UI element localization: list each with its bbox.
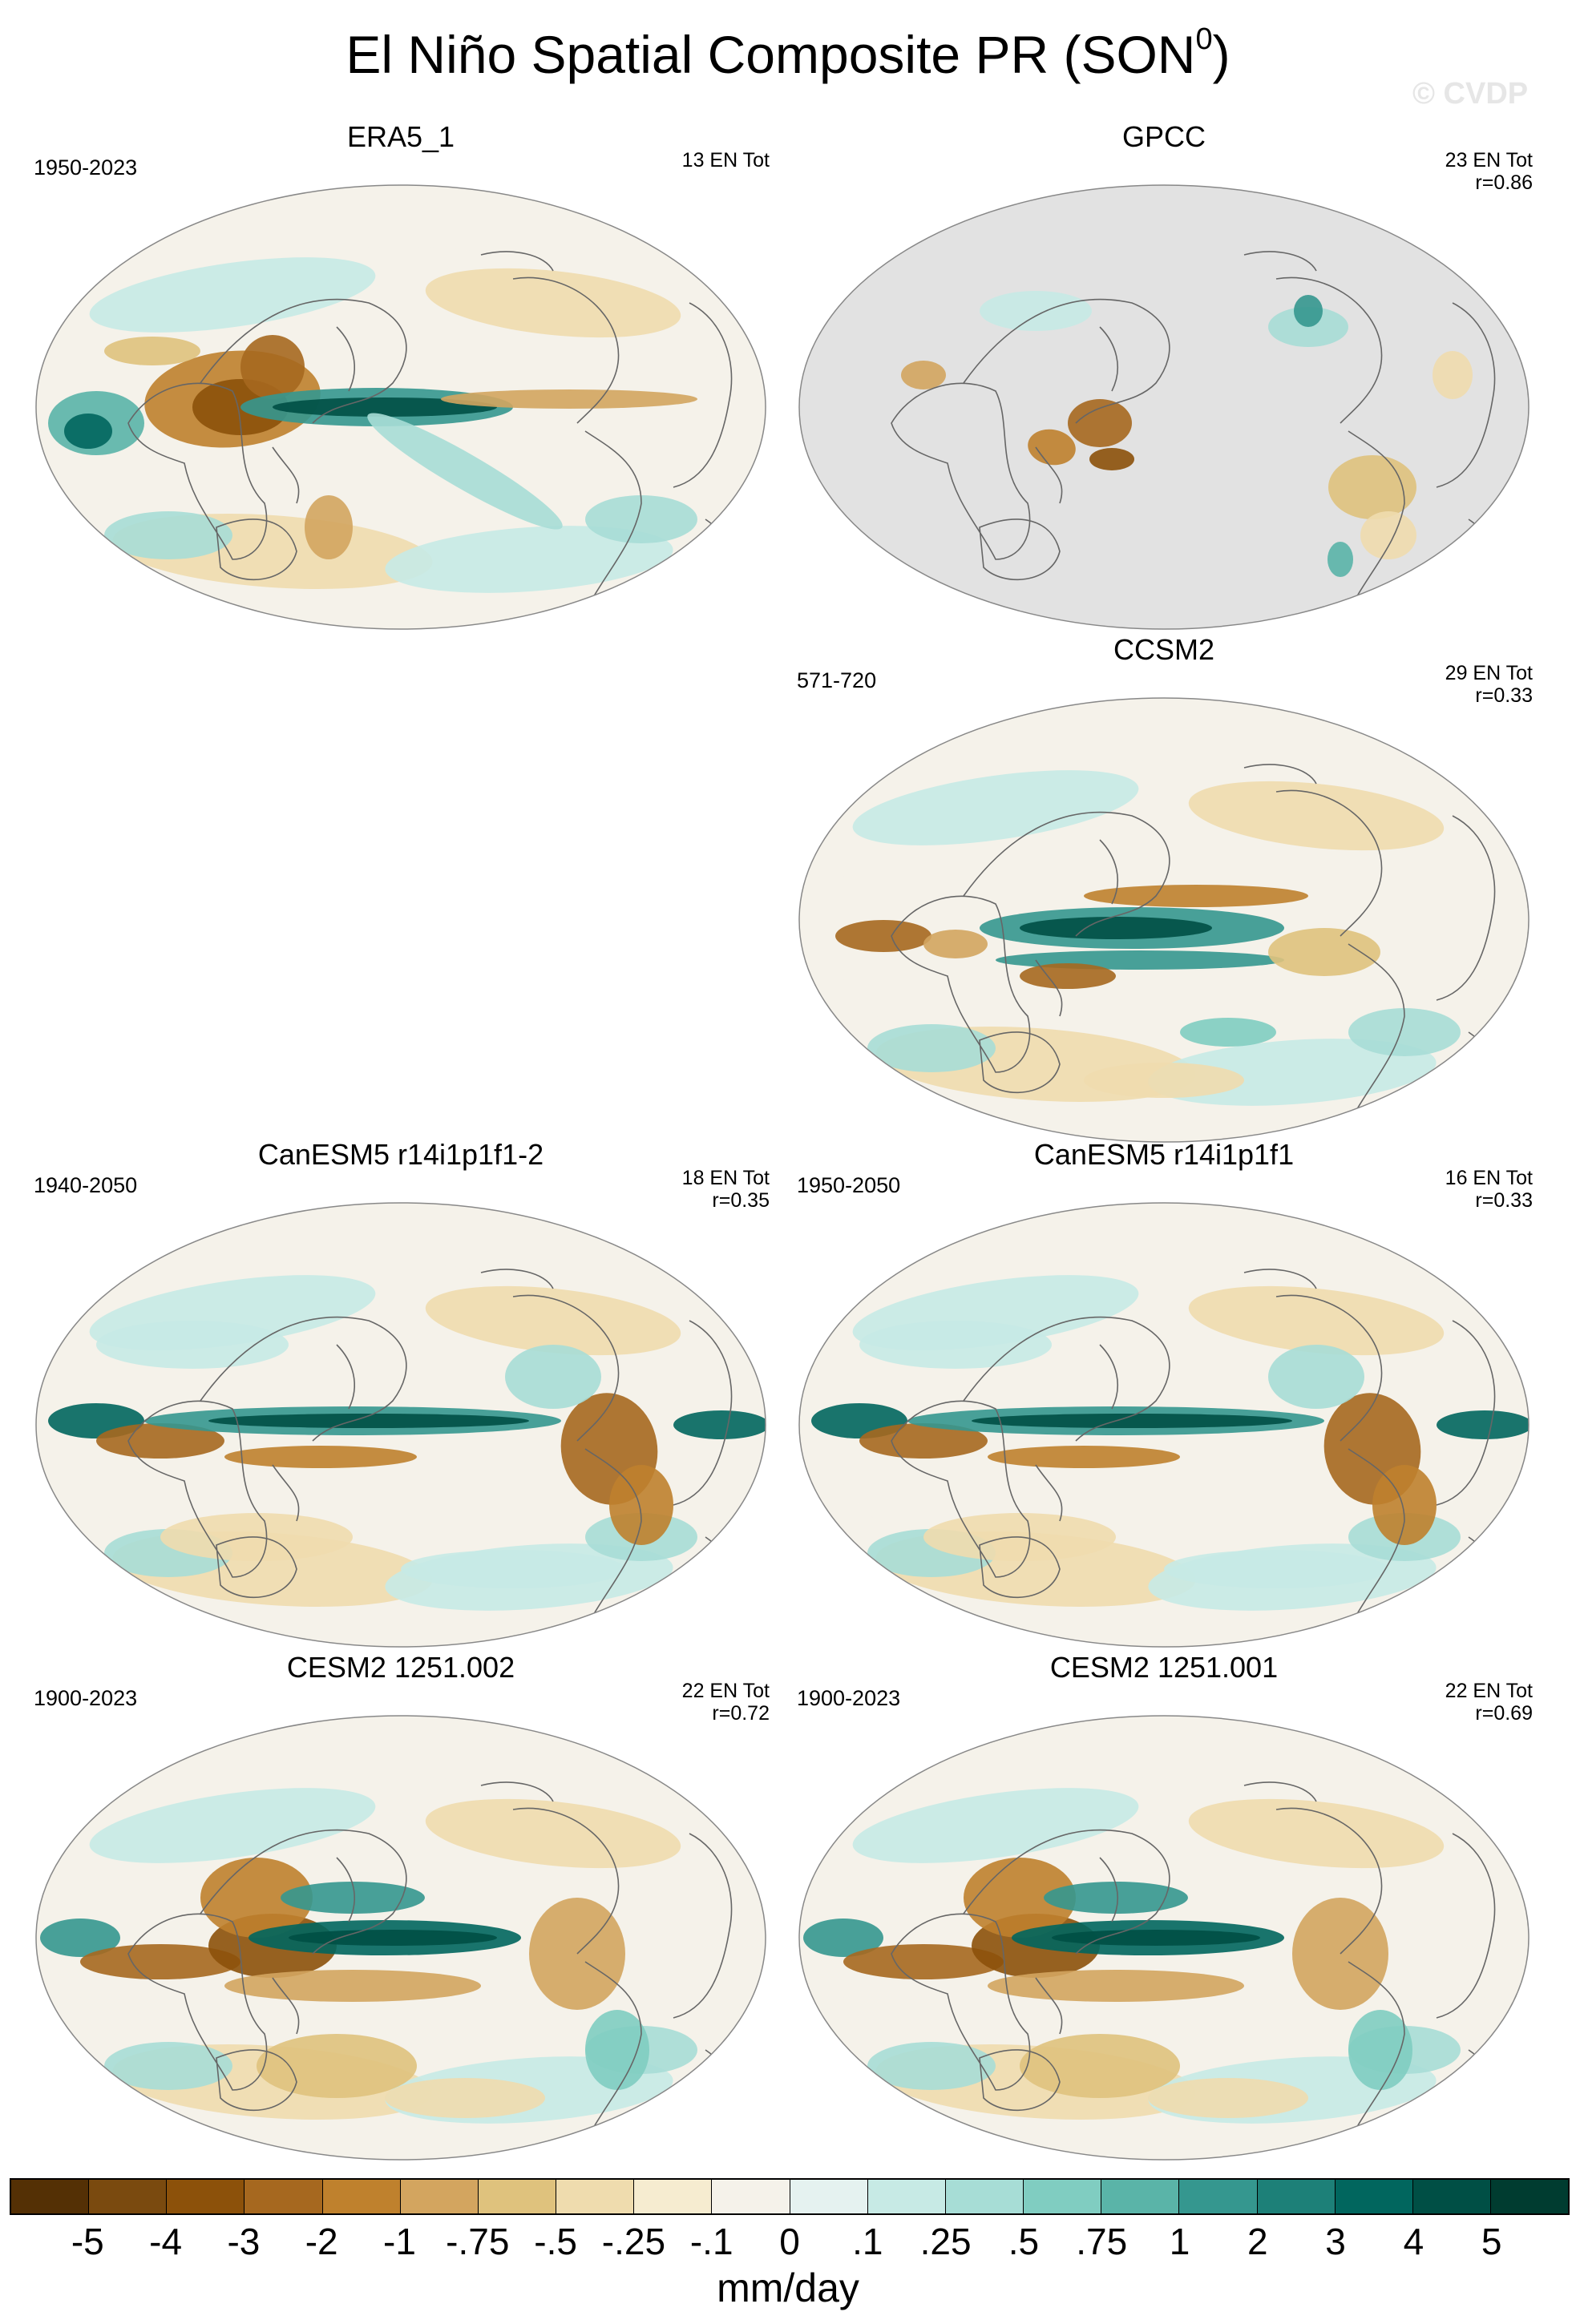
panel-stats: 16 EN Tot r=0.33 [1372, 1167, 1533, 1212]
panel-years: 1900-2023 [34, 1686, 138, 1710]
colorbar-box [1490, 2180, 1569, 2213]
colorbar-tick-label: .25 [919, 2221, 972, 2262]
colorbar-box [89, 2180, 168, 2213]
map-panel-p3: CCSM2 571-720 29 EN Tot r=0.33 [795, 633, 1533, 1146]
colorbar-tick-label: 2 [1247, 2221, 1268, 2262]
colorbar-box [11, 2180, 90, 2213]
panel-stat-line: 22 EN Tot [1445, 1680, 1533, 1702]
panel-stats: 22 EN Tot r=0.69 [1372, 1680, 1533, 1725]
panel-title: CESM2 1251.002 [286, 1651, 515, 1684]
panel-stat-line: 23 EN Tot [1445, 149, 1533, 171]
colorbar-tick-label: .75 [1076, 2221, 1128, 2262]
panel-map [35, 1202, 766, 1648]
panel-years: 571-720 [797, 668, 877, 692]
colorbar-tick-label: -5 [71, 2221, 104, 2262]
panel-stat-line: 13 EN Tot [681, 149, 770, 171]
panel-years: 1900-2023 [797, 1686, 901, 1710]
colorbar [10, 2178, 1570, 2215]
colorbar-tick-label: 0 [779, 2221, 800, 2262]
colorbar-box [322, 2180, 401, 2213]
panel-title: CanESM5 r14i1p1f1-2 [257, 1138, 544, 1171]
map-panel-p1: ERA5_1 1950-2023 13 EN Tot [32, 120, 770, 633]
panel-years: 1940-2050 [34, 1173, 138, 1197]
panel-map [35, 1715, 766, 2161]
panel-stat-line: r=0.69 [1475, 1702, 1533, 1725]
panel-map [798, 1715, 1530, 2161]
panel-stat-line: r=0.72 [712, 1702, 770, 1725]
colorbar-tick-label: -.5 [534, 2221, 577, 2262]
map-panel-p6: CESM2 1251.002 1900-2023 22 EN Tot r=0.72 [32, 1651, 770, 2164]
panel-stats: 13 EN Tot [609, 149, 770, 171]
panel-title: GPCC [1121, 120, 1206, 153]
panel-stat-line: r=0.33 [1475, 1189, 1533, 1212]
colorbar-box [1412, 2180, 1491, 2213]
colorbar-boxes [10, 2178, 1570, 2215]
colorbar-box [556, 2180, 635, 2213]
colorbar-box [867, 2180, 946, 2213]
panel-title: CanESM5 r14i1p1f1 [1033, 1138, 1295, 1171]
panel-stat-line: r=0.86 [1475, 171, 1533, 194]
panel-stat-line: r=0.33 [1475, 684, 1533, 707]
panel-stat-line: 16 EN Tot [1445, 1167, 1533, 1189]
colorbar-box [790, 2180, 868, 2213]
colorbar-box [167, 2180, 245, 2213]
map-panel-p2: GPCC 23 EN Tot r=0.86 [795, 120, 1533, 633]
panel-title: CESM2 1251.001 [1049, 1651, 1279, 1684]
colorbar-tick-label: 3 [1325, 2221, 1346, 2262]
colorbar-units: mm/day [717, 2265, 859, 2310]
panel-title: ERA5_1 [346, 120, 455, 153]
panel-stats: 18 EN Tot r=0.35 [609, 1167, 770, 1212]
colorbar-box [945, 2180, 1024, 2213]
figure-title: El Niño Spatial Composite PR (SON0) [346, 22, 1230, 84]
colorbar-tick-label: 1 [1169, 2221, 1190, 2262]
colorbar-box [712, 2180, 790, 2213]
panel-stat-line: r=0.35 [712, 1189, 770, 1212]
colorbar-box [1257, 2180, 1336, 2213]
colorbar-tick-label: -4 [149, 2221, 183, 2262]
colorbar-ticks: -5 -4 -3 -2 -1 -.75 -.5 -.25 -.1 0 .1 .25 .5 .75 1 2 3 4 5 [10, 2220, 1570, 2268]
map-panel-p5: CanESM5 r14i1p1f1 1950-2050 16 EN Tot r=0.3… [795, 1138, 1533, 1651]
colorbar-tick-label: -3 [227, 2221, 261, 2262]
colorbar-box [1024, 2180, 1102, 2213]
panel-stat-line: 18 EN Tot [681, 1167, 770, 1189]
cvdp-watermark: © CVDP [1412, 77, 1529, 111]
colorbar-box [1101, 2180, 1180, 2213]
panel-stats: 29 EN Tot r=0.33 [1372, 662, 1533, 707]
colorbar-tick-label: -2 [305, 2221, 338, 2262]
colorbar-tick-label: -.25 [601, 2221, 666, 2262]
panel-map [798, 1202, 1530, 1648]
colorbar-box [478, 2180, 557, 2213]
panel-map [798, 184, 1530, 630]
colorbar-box [400, 2180, 479, 2213]
panel-map [798, 697, 1530, 1143]
colorbar-box [634, 2180, 713, 2213]
colorbar-box [1335, 2180, 1413, 2213]
colorbar-tick-label: 4 [1403, 2221, 1424, 2262]
panel-stats: 23 EN Tot r=0.86 [1372, 149, 1533, 194]
panel-years: 1950-2023 [34, 155, 138, 180]
map-panel-p7: CESM2 1251.001 1900-2023 22 EN Tot r=0.69 [795, 1651, 1533, 2164]
colorbar-box [1179, 2180, 1258, 2213]
colorbar-tick-label: -.75 [446, 2221, 510, 2262]
panel-map [35, 184, 766, 630]
colorbar-tick-label: 5 [1481, 2221, 1502, 2262]
panel-stat-line: 22 EN Tot [681, 1680, 770, 1702]
colorbar-box [244, 2180, 323, 2213]
panel-stat-line: 29 EN Tot [1445, 662, 1533, 684]
colorbar-tick-label: .5 [1008, 2221, 1040, 2262]
colorbar-tick-label: -1 [383, 2221, 416, 2262]
colorbar-tick-label: .1 [852, 2221, 883, 2262]
colorbar-tick-label: -.1 [689, 2221, 733, 2262]
map-panel-p4: CanESM5 r14i1p1f1-2 1940-2050 18 EN Tot r=0… [32, 1138, 770, 1651]
panel-stats: 22 EN Tot r=0.72 [609, 1680, 770, 1725]
panel-years: 1950-2050 [797, 1173, 901, 1197]
panel-title: CCSM2 [1113, 633, 1215, 666]
